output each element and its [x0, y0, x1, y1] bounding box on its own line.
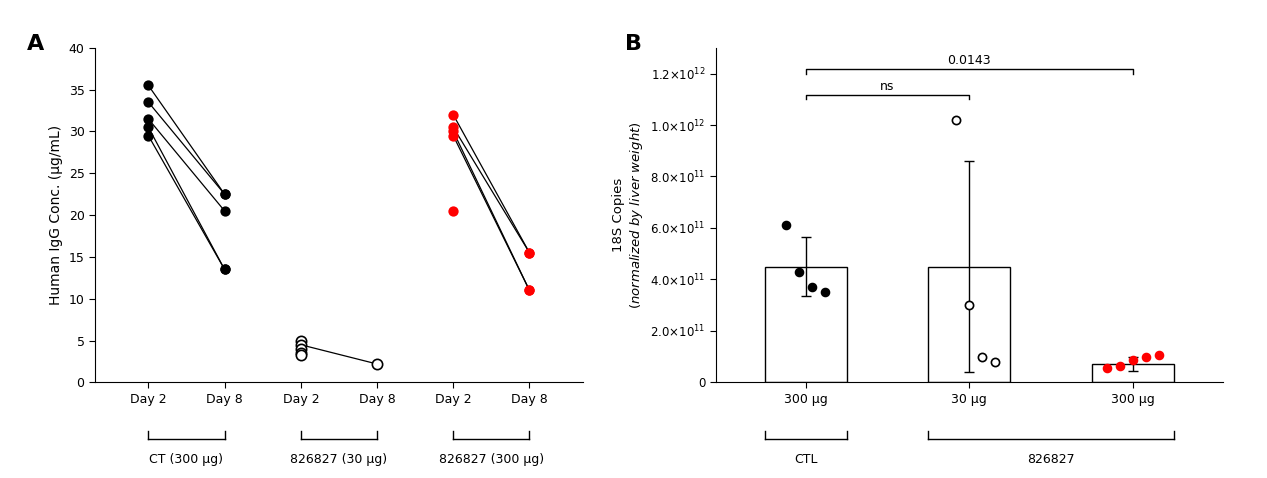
Point — [789, 268, 810, 275]
Point — [138, 98, 158, 106]
Point — [138, 115, 158, 123]
Text: B: B — [625, 34, 641, 54]
Point — [1149, 351, 1169, 359]
Point — [1110, 362, 1130, 369]
Y-axis label: 18S Copies
($\it{normalized\ by\ liver\ weight}$): 18S Copies ($\it{normalized\ by\ liver\ … — [612, 121, 645, 309]
Point — [946, 116, 967, 124]
Point — [290, 345, 310, 353]
Point — [214, 190, 234, 198]
Point — [959, 301, 979, 309]
Text: 826827 (30 μg): 826827 (30 μg) — [290, 453, 388, 466]
Point — [443, 132, 464, 140]
Point — [138, 132, 158, 140]
Point — [290, 341, 310, 348]
Text: 826827 (300 μg): 826827 (300 μg) — [438, 453, 544, 466]
Point — [802, 283, 822, 291]
Point — [1123, 356, 1143, 364]
Text: CT (300 μg): CT (300 μg) — [150, 453, 223, 466]
Point — [775, 222, 796, 229]
Point — [519, 287, 540, 294]
Y-axis label: Human IgG Conc. (μg/mL): Human IgG Conc. (μg/mL) — [49, 125, 63, 305]
Bar — [1092, 364, 1173, 382]
Point — [367, 360, 388, 368]
Text: ns: ns — [881, 79, 895, 93]
Point — [138, 82, 158, 89]
Point — [214, 266, 234, 273]
Point — [138, 123, 158, 131]
Point — [986, 358, 1006, 366]
Point — [214, 266, 234, 273]
Point — [519, 249, 540, 257]
Point — [815, 289, 835, 296]
Point — [214, 207, 234, 215]
Text: A: A — [27, 34, 44, 54]
Point — [1135, 353, 1156, 360]
Bar — [929, 267, 1010, 382]
Text: 0.0143: 0.0143 — [948, 54, 991, 67]
Point — [290, 349, 310, 357]
Bar — [765, 267, 846, 382]
Point — [443, 128, 464, 135]
Point — [443, 123, 464, 131]
Point — [972, 353, 992, 360]
Point — [1096, 364, 1116, 372]
Point — [443, 111, 464, 119]
Point — [519, 249, 540, 257]
Point — [290, 351, 310, 358]
Point — [443, 207, 464, 215]
Point — [290, 337, 310, 344]
Text: 826827: 826827 — [1028, 453, 1074, 466]
Point — [214, 190, 234, 198]
Text: CTL: CTL — [794, 453, 817, 466]
Point — [519, 287, 540, 294]
